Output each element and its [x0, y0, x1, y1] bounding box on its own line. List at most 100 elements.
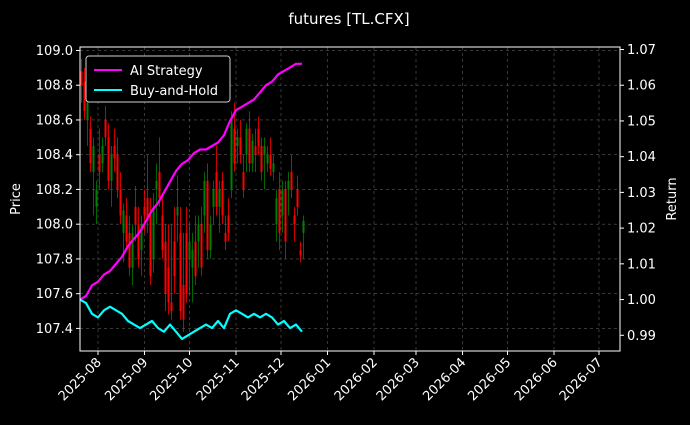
candle — [206, 163, 209, 259]
left-tick-label: 108.8 — [36, 79, 73, 94]
candle-body — [152, 206, 155, 259]
right-tick-label: 1.01 — [627, 257, 656, 272]
candle-body — [92, 146, 95, 173]
candle — [167, 224, 170, 315]
series-line-ai-strategy — [79, 62, 302, 301]
candle-body — [290, 172, 293, 190]
right-tick-label: 1.00 — [627, 293, 656, 308]
candle — [176, 175, 179, 242]
candle-body — [245, 128, 248, 155]
candle — [266, 146, 269, 173]
candle-body — [269, 154, 272, 169]
candle-body — [293, 215, 296, 225]
series-line-buy-and-hold — [79, 298, 303, 340]
line-series — [79, 62, 303, 340]
legend-label-ai-strategy: AI Strategy — [130, 64, 203, 79]
left-tick-label: 109.0 — [36, 44, 73, 59]
left-tick-label: 108.0 — [36, 218, 73, 233]
right-tick-label: 0.99 — [627, 329, 656, 344]
candle-body — [104, 119, 107, 138]
left-tick-label: 107.4 — [36, 322, 73, 337]
candle — [155, 163, 158, 225]
right-tick-label: 1.07 — [627, 43, 656, 58]
left-y-axis: 107.4 107.6 107.8 108.0 108.2 108.4 108.6 108.8… — [36, 44, 80, 337]
candle-body — [230, 119, 233, 190]
candle — [116, 137, 119, 199]
candle — [95, 180, 98, 225]
candle — [296, 175, 299, 216]
candle-body — [143, 206, 146, 216]
legend-label-buy-and-hold: Buy-and-Hold — [130, 84, 218, 99]
candle — [125, 198, 128, 251]
candle — [152, 192, 155, 273]
candle — [113, 128, 116, 173]
candle-body — [248, 128, 251, 164]
candle-body — [299, 250, 302, 256]
candle — [83, 67, 86, 120]
candle — [212, 180, 215, 225]
candle-body — [281, 189, 284, 216]
candle-body — [239, 137, 242, 155]
candle-body — [272, 163, 275, 173]
candle-body — [242, 172, 245, 190]
candle — [290, 154, 293, 199]
candle-body — [113, 146, 116, 159]
candle-body — [170, 302, 173, 312]
candle — [110, 146, 113, 207]
candle-body — [140, 224, 143, 251]
right-tick-label: 1.05 — [627, 114, 656, 129]
candle-body — [167, 267, 170, 303]
candle — [281, 180, 284, 233]
candle — [293, 206, 296, 242]
candle — [173, 206, 176, 294]
candle-body — [254, 146, 257, 155]
candle-body — [218, 189, 221, 207]
candle-body — [206, 180, 209, 251]
candle — [263, 137, 266, 190]
candle-body — [194, 241, 197, 277]
right-tick-label: 1.03 — [627, 186, 656, 201]
candle-body — [146, 198, 149, 221]
candle — [92, 137, 95, 216]
candle — [134, 185, 137, 242]
candle-body — [89, 128, 92, 164]
candle-body — [182, 284, 185, 320]
gridlines — [80, 47, 620, 351]
right-tick-label: 1.06 — [627, 79, 656, 94]
candle — [236, 128, 239, 164]
candle — [119, 172, 122, 225]
left-tick-label: 107.8 — [36, 252, 73, 267]
right-y-axis: 0.99 1.00 1.01 1.02 1.03 1.04 1.05 1.06 1.07 — [620, 43, 656, 344]
candle — [179, 206, 182, 320]
candle — [86, 93, 89, 147]
candle — [224, 215, 227, 251]
plot-frame — [79, 46, 621, 352]
right-axis-label: Return — [665, 177, 680, 220]
candle — [182, 232, 185, 332]
candle — [218, 180, 221, 233]
candle-body — [95, 189, 98, 207]
candle-body — [203, 180, 206, 216]
candle-body — [155, 180, 158, 190]
candle-body — [80, 71, 83, 86]
candle-body — [197, 224, 200, 242]
candle-body — [119, 189, 122, 216]
candle-body — [149, 215, 152, 277]
candle — [242, 154, 245, 199]
left-tick-label: 108.2 — [36, 183, 73, 198]
candle-body — [224, 232, 227, 242]
candle — [302, 215, 305, 259]
candle — [185, 206, 188, 303]
candle — [209, 215, 212, 259]
candle-body — [227, 215, 230, 233]
candle-body — [179, 232, 182, 312]
candle — [170, 224, 173, 320]
candle — [284, 180, 287, 259]
candle-body — [173, 241, 176, 277]
candle-body — [215, 172, 218, 207]
candle — [107, 123, 110, 190]
candle — [158, 137, 161, 207]
candle-body — [233, 128, 236, 164]
chart-title: futures [TL.CFX] — [288, 10, 409, 28]
